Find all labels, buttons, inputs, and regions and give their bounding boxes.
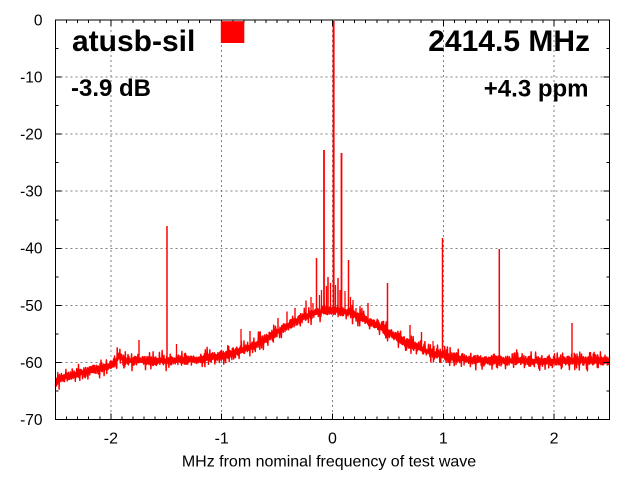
svg-text:1: 1 <box>439 431 448 448</box>
svg-text:-2: -2 <box>104 431 118 448</box>
svg-text:-60: -60 <box>20 355 43 372</box>
svg-text:atusb-sil: atusb-sil <box>72 25 195 58</box>
svg-text:-30: -30 <box>20 184 43 201</box>
svg-text:2414.5 MHz: 2414.5 MHz <box>428 25 590 58</box>
svg-text:+4.3 ppm: +4.3 ppm <box>484 75 589 102</box>
svg-text:2: 2 <box>550 431 559 448</box>
svg-text:-40: -40 <box>20 241 43 258</box>
svg-text:-10: -10 <box>20 70 43 87</box>
svg-text:-50: -50 <box>20 298 43 315</box>
svg-text:-3.9 dB: -3.9 dB <box>71 75 151 102</box>
svg-text:-70: -70 <box>20 412 43 429</box>
svg-text:0: 0 <box>34 12 43 29</box>
svg-text:MHz from nominal frequency of: MHz from nominal frequency of test wave <box>182 454 476 471</box>
svg-text:0: 0 <box>328 431 337 448</box>
svg-text:-1: -1 <box>215 431 229 448</box>
svg-text:-20: -20 <box>20 127 43 144</box>
